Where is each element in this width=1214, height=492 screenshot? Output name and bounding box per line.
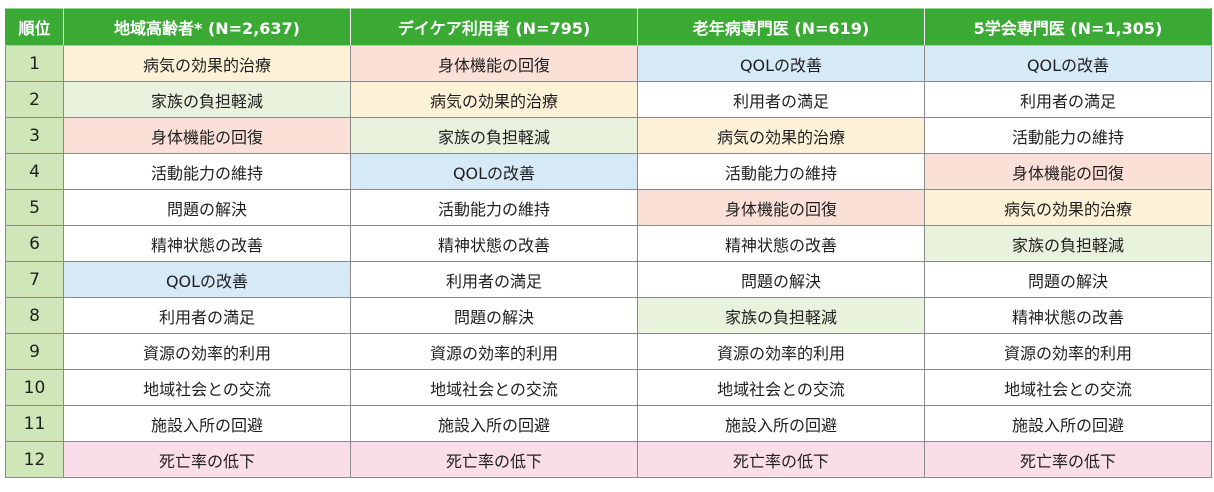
rank-cell: 4 (5, 153, 64, 190)
cell-five-society-specialists: 身体機能の回復 (924, 153, 1212, 190)
cell-daycare-users: 施設入所の回避 (350, 405, 638, 442)
cell-geriatric-specialists: 活動能力の維持 (637, 153, 925, 190)
cell-geriatric-specialists: 地域社会との交流 (637, 369, 925, 406)
header-geriatric-specialists: 老年病専門医 (N=619) (637, 8, 925, 46)
cell-community-elderly: 問題の解決 (63, 189, 351, 226)
table-row: 12 死亡率の低下 死亡率の低下 死亡率の低下 死亡率の低下 (5, 441, 1212, 478)
cell-geriatric-specialists: 死亡率の低下 (637, 441, 925, 478)
table-row: 3 身体機能の回復 家族の負担軽減 病気の効果的治療 活動能力の維持 (5, 117, 1212, 154)
table-row: 4 活動能力の維持 QOLの改善 活動能力の維持 身体機能の回復 (5, 153, 1212, 190)
cell-community-elderly: 利用者の満足 (63, 297, 351, 334)
cell-geriatric-specialists: 精神状態の改善 (637, 225, 925, 262)
header-daycare-users: デイケア利用者 (N=795) (350, 8, 638, 46)
cell-community-elderly: 死亡率の低下 (63, 441, 351, 478)
cell-community-elderly: 病気の効果的治療 (63, 45, 351, 82)
rank-cell: 7 (5, 261, 64, 298)
cell-daycare-users: 地域社会との交流 (350, 369, 638, 406)
header-row: 順位 地域高齢者* (N=2,637) デイケア利用者 (N=795) 老年病専… (5, 8, 1212, 46)
cell-geriatric-specialists: 資源の効率的利用 (637, 333, 925, 370)
cell-five-society-specialists: 死亡率の低下 (924, 441, 1212, 478)
table-row: 8 利用者の満足 問題の解決 家族の負担軽減 精神状態の改善 (5, 297, 1212, 334)
rank-cell: 2 (5, 81, 64, 118)
cell-five-society-specialists: 利用者の満足 (924, 81, 1212, 118)
table-row: 11 施設入所の回避 施設入所の回避 施設入所の回避 施設入所の回避 (5, 405, 1212, 442)
cell-geriatric-specialists: 家族の負担軽減 (637, 297, 925, 334)
cell-community-elderly: 精神状態の改善 (63, 225, 351, 262)
cell-geriatric-specialists: 利用者の満足 (637, 81, 925, 118)
rank-cell: 12 (5, 441, 64, 478)
cell-geriatric-specialists: QOLの改善 (637, 45, 925, 82)
cell-daycare-users: 死亡率の低下 (350, 441, 638, 478)
cell-community-elderly: 家族の負担軽減 (63, 81, 351, 118)
cell-community-elderly: 資源の効率的利用 (63, 333, 351, 370)
table-body: 1 病気の効果的治療 身体機能の回復 QOLの改善 QOLの改善 2 家族の負担軽減 病気の効… (5, 45, 1212, 478)
cell-five-society-specialists: 問題の解決 (924, 261, 1212, 298)
table-row: 6 精神状態の改善 精神状態の改善 精神状態の改善 家族の負担軽減 (5, 225, 1212, 262)
rank-cell: 8 (5, 297, 64, 334)
rank-cell: 1 (5, 45, 64, 82)
table-row: 7 QOLの改善 利用者の満足 問題の解決 問題の解決 (5, 261, 1212, 298)
rank-cell: 11 (5, 405, 64, 442)
cell-five-society-specialists: 病気の効果的治療 (924, 189, 1212, 226)
ranking-table: 順位 地域高齢者* (N=2,637) デイケア利用者 (N=795) 老年病専… (5, 8, 1212, 478)
cell-daycare-users: 身体機能の回復 (350, 45, 638, 82)
cell-five-society-specialists: 精神状態の改善 (924, 297, 1212, 334)
cell-five-society-specialists: 活動能力の維持 (924, 117, 1212, 154)
cell-daycare-users: 精神状態の改善 (350, 225, 638, 262)
rank-cell: 6 (5, 225, 64, 262)
cell-daycare-users: 資源の効率的利用 (350, 333, 638, 370)
cell-community-elderly: 施設入所の回避 (63, 405, 351, 442)
cell-daycare-users: 利用者の満足 (350, 261, 638, 298)
rank-cell: 5 (5, 189, 64, 226)
header-rank: 順位 (5, 8, 64, 46)
cell-five-society-specialists: 資源の効率的利用 (924, 333, 1212, 370)
header-community-elderly: 地域高齢者* (N=2,637) (63, 8, 351, 46)
table-row: 10 地域社会との交流 地域社会との交流 地域社会との交流 地域社会との交流 (5, 369, 1212, 406)
cell-daycare-users: 活動能力の維持 (350, 189, 638, 226)
rank-cell: 9 (5, 333, 64, 370)
cell-geriatric-specialists: 問題の解決 (637, 261, 925, 298)
rank-cell: 3 (5, 117, 64, 154)
table-row: 2 家族の負担軽減 病気の効果的治療 利用者の満足 利用者の満足 (5, 81, 1212, 118)
cell-five-society-specialists: 施設入所の回避 (924, 405, 1212, 442)
table-row: 9 資源の効率的利用 資源の効率的利用 資源の効率的利用 資源の効率的利用 (5, 333, 1212, 370)
cell-geriatric-specialists: 病気の効果的治療 (637, 117, 925, 154)
cell-geriatric-specialists: 施設入所の回避 (637, 405, 925, 442)
table-row: 1 病気の効果的治療 身体機能の回復 QOLの改善 QOLの改善 (5, 45, 1212, 82)
cell-five-society-specialists: QOLの改善 (924, 45, 1212, 82)
cell-daycare-users: QOLの改善 (350, 153, 638, 190)
cell-daycare-users: 問題の解決 (350, 297, 638, 334)
cell-daycare-users: 家族の負担軽減 (350, 117, 638, 154)
cell-five-society-specialists: 地域社会との交流 (924, 369, 1212, 406)
cell-community-elderly: 身体機能の回復 (63, 117, 351, 154)
cell-community-elderly: 地域社会との交流 (63, 369, 351, 406)
header-five-society-specialists: 5学会専門医 (N=1,305) (924, 8, 1212, 46)
cell-five-society-specialists: 家族の負担軽減 (924, 225, 1212, 262)
cell-community-elderly: 活動能力の維持 (63, 153, 351, 190)
cell-daycare-users: 病気の効果的治療 (350, 81, 638, 118)
rank-cell: 10 (5, 369, 64, 406)
cell-geriatric-specialists: 身体機能の回復 (637, 189, 925, 226)
table-row: 5 問題の解決 活動能力の維持 身体機能の回復 病気の効果的治療 (5, 189, 1212, 226)
cell-community-elderly: QOLの改善 (63, 261, 351, 298)
